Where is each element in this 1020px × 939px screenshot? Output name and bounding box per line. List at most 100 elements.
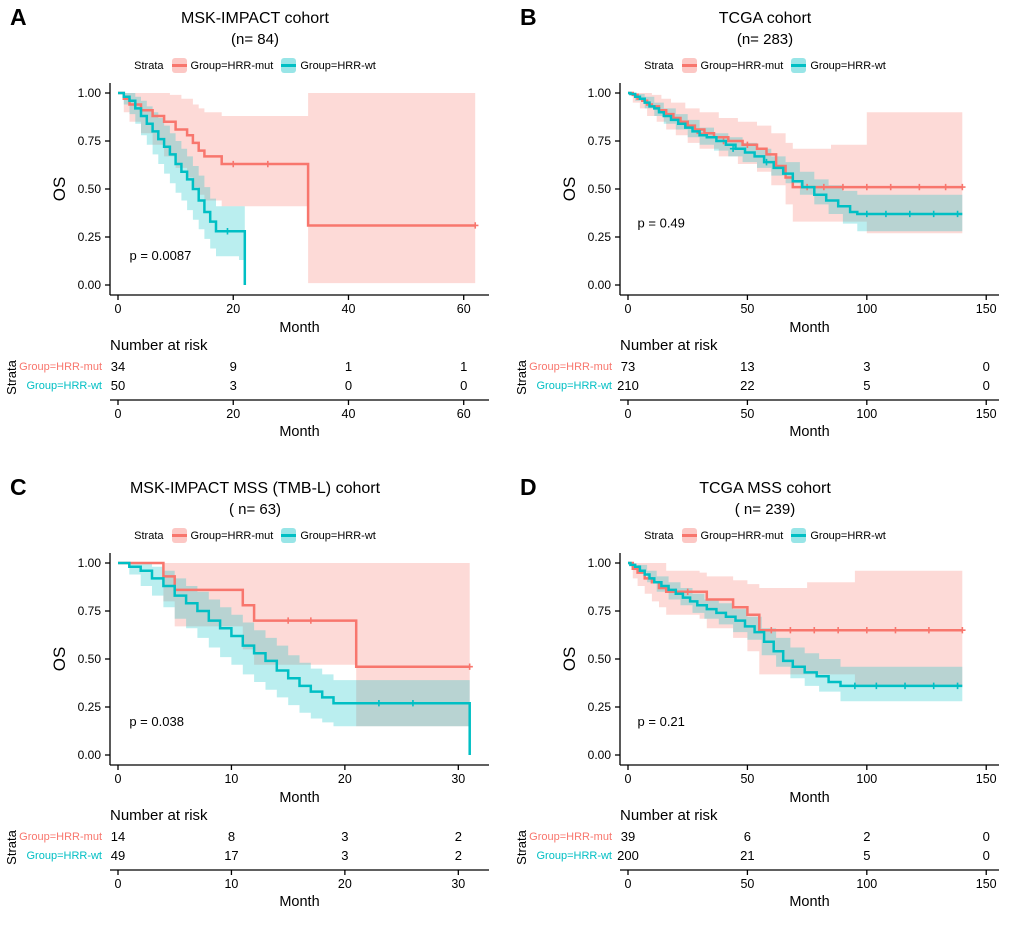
legend-title: Strata [134, 59, 164, 72]
censor-mark-icon [906, 210, 914, 218]
risk-row-name: Group=HRR-mut [19, 831, 102, 843]
axis-text: 0 [115, 877, 122, 891]
risk-count: 3 [341, 829, 349, 844]
axis-text: 100 [856, 772, 877, 786]
censor-mark-icon [863, 183, 871, 191]
legend-swatch-icon [681, 58, 697, 73]
risk-count: 1 [460, 359, 468, 374]
censor-mark-icon [863, 210, 871, 218]
legend-swatch-icon [171, 528, 187, 543]
censor-mark-icon [887, 183, 894, 191]
km-plot-wrap: OS 0.00 0.25 0.50 0.75 1.00 0 10 20 30 Month p = 0… [0, 547, 510, 805]
panel-d: D TCGA MSS cohort ( n= 239) Strata Group… [510, 470, 1020, 939]
risk-count: 1 [344, 359, 353, 374]
risk-count: 49 [110, 848, 126, 863]
axis-text: Month [789, 790, 829, 805]
legend-title: Strata [134, 529, 164, 542]
axis-text: Month [279, 320, 319, 335]
risk-count: 2 [454, 848, 462, 863]
legend-key-line-icon [681, 534, 697, 537]
censor-mark-icon [954, 210, 961, 218]
legend: Strata Group=HRR-mut Group=HRR-wt [0, 528, 510, 543]
censor-mark-icon [839, 183, 847, 191]
panel-a: A MSK-IMPACT cohort (n= 84) Strata Group… [0, 0, 510, 470]
axis-text: 50 [740, 407, 754, 421]
censor-mark-icon [264, 160, 272, 168]
axis-text: Month [279, 790, 319, 805]
axis-text: 100 [856, 877, 877, 891]
risk-count: 8 [227, 829, 236, 844]
risk-row-hrr-wt: Group=HRR-wt 210 22 5 0 [515, 377, 1015, 396]
risk-row-hrr-wt: Group=HRR-wt 49 17 3 2 [5, 847, 505, 866]
axis-text: p = 0.49 [638, 215, 685, 230]
km-plot-wrap: OS 0.00 0.25 0.50 0.75 1.00 0 20 40 60 Month p = 0… [0, 77, 510, 335]
censor-mark-icon [901, 682, 909, 690]
axis-text: 150 [976, 772, 997, 786]
risk-table-title: Number at risk [620, 807, 718, 824]
risk-table: Strata Number at risk Group=HRR-mut 73 13… [510, 337, 1020, 440]
legend-label: Group=HRR-mut [190, 529, 274, 542]
risk-count: 14 [110, 829, 126, 844]
legend-item-hrr-wt: Group=HRR-wt [281, 58, 376, 73]
risk-axis: 0 10 20 30 Month [110, 869, 489, 910]
y-axis-label: OS [50, 176, 69, 202]
axis-text: 0.75 [588, 134, 612, 148]
axis-text: 150 [976, 877, 997, 891]
legend-title: Strata [644, 529, 674, 542]
km-plot-wrap: OS 0.00 0.25 0.50 0.75 1.00 0 50 100 150 Month p =… [510, 77, 1020, 335]
censor-mark-icon [684, 588, 691, 595]
ci-band-hrr-mut [628, 563, 963, 692]
risk-count: 6 [743, 829, 752, 844]
km-plot-wrap: OS 0.00 0.25 0.50 0.75 1.00 0 50 100 150 Month p =… [510, 547, 1020, 805]
km-plot: 0.00 0.25 0.50 0.75 1.00 0 10 20 30 Month p = 0.03… [78, 553, 489, 805]
legend-swatch-icon [681, 528, 697, 543]
axis-text: 50 [740, 877, 754, 891]
panel-c: C MSK-IMPACT MSS (TMB-L) cohort ( n= 63)… [0, 470, 510, 939]
legend-key-line-icon [681, 64, 697, 67]
axis-text: 0.50 [78, 182, 102, 196]
axis-text: 1.00 [588, 86, 612, 100]
risk-count: 2 [863, 829, 871, 844]
panel-subtitle: (n= 283) [736, 31, 794, 48]
risk-count: 21 [740, 848, 755, 863]
km-curve-hrr-mut [628, 561, 963, 632]
censor-mark-icon [930, 210, 937, 218]
censor-mark-icon [959, 627, 966, 634]
axis-text: 100 [856, 407, 877, 421]
legend-label: Group=HRR-mut [700, 529, 784, 542]
axis-text: 0.75 [78, 134, 102, 148]
censor-mark-icon [954, 682, 961, 690]
axis-text: 0 [115, 407, 122, 421]
risk-count: 0 [982, 829, 990, 844]
risk-count: 3 [863, 359, 871, 374]
km-plot: 0.00 0.25 0.50 0.75 1.00 0 20 40 60 Month p = 0.00… [78, 83, 489, 335]
risk-count: 3 [341, 848, 349, 863]
axis-text: 1.00 [588, 556, 612, 570]
km-curve-hrr-mut [628, 91, 963, 189]
axis-text: Month [789, 894, 829, 910]
axis-text: 40 [342, 302, 356, 316]
risk-count: 210 [617, 378, 639, 393]
axis-text: 0.75 [588, 604, 612, 618]
legend-item-hrr-mut: Group=HRR-mut [681, 58, 783, 73]
censor-mark-icon [307, 617, 315, 624]
axis-text: 60 [457, 407, 471, 421]
legend-key-line-icon [171, 534, 187, 537]
legend-label: Group=HRR-wt [300, 59, 376, 72]
risk-count: 0 [460, 378, 468, 393]
risk-count: 13 [740, 359, 755, 374]
risk-count: 3 [229, 378, 237, 393]
axis-text: 0 [115, 302, 122, 316]
censor-mark-icon [230, 160, 237, 168]
y-axis-label: OS [50, 646, 69, 672]
panel-title: TCGA cohort [718, 10, 812, 27]
risk-row-name: Group=HRR-mut [19, 361, 102, 373]
legend-item-hrr-mut: Group=HRR-mut [681, 528, 784, 543]
panel-subtitle: (n= 84) [231, 31, 279, 48]
risk-count: 5 [863, 378, 871, 393]
risk-table-title: Number at risk [620, 337, 718, 354]
legend: Strata Group=HRR-mut Group=HRR-wt [0, 58, 510, 73]
censor-mark-icon [834, 627, 842, 634]
legend-key-line-icon [791, 64, 807, 67]
risk-axis: 0 20 40 60 Month [110, 399, 489, 440]
